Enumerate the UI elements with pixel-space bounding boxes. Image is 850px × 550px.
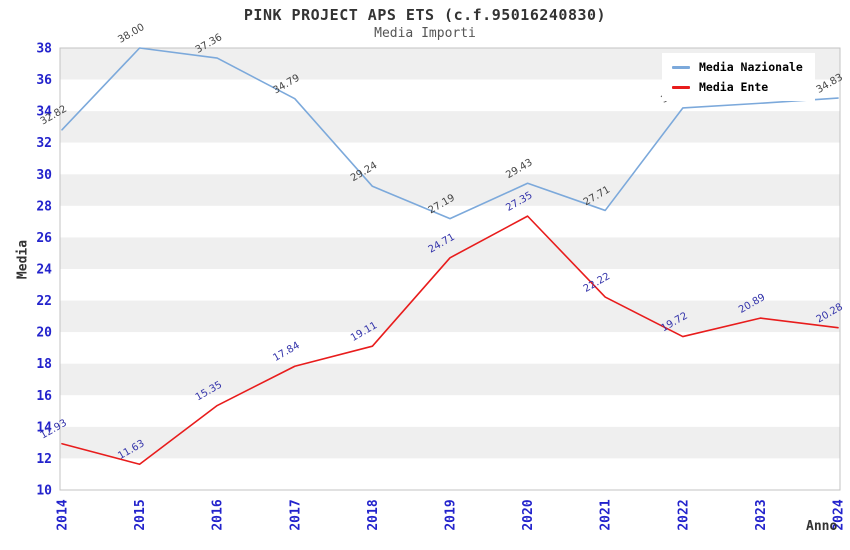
y-tick-label: 26 bbox=[36, 231, 52, 246]
plot-band bbox=[60, 174, 840, 206]
y-tick-label: 10 bbox=[36, 484, 52, 499]
y-tick-label: 20 bbox=[36, 326, 52, 341]
legend-swatch-icon bbox=[672, 85, 690, 89]
y-tick-label: 16 bbox=[36, 389, 52, 404]
plot-band bbox=[60, 458, 840, 490]
y-tick-label: 14 bbox=[36, 420, 52, 435]
plot-band bbox=[60, 111, 840, 143]
x-tick-label: 2020 bbox=[521, 499, 536, 530]
y-tick-label: 18 bbox=[36, 357, 52, 372]
legend-item-label: Media Nazionale bbox=[699, 60, 803, 74]
plot-band bbox=[60, 395, 840, 427]
x-tick-label: 2015 bbox=[133, 499, 148, 530]
legend-item: Media Nazionale bbox=[672, 60, 803, 74]
x-tick-label: 2023 bbox=[754, 499, 769, 530]
x-tick-label: 2022 bbox=[676, 499, 691, 530]
x-tick-label: 2016 bbox=[211, 499, 226, 530]
x-tick-label: 2024 bbox=[832, 499, 847, 530]
y-tick-label: 34 bbox=[36, 105, 52, 120]
x-tick-label: 2014 bbox=[56, 499, 71, 530]
y-tick-label: 36 bbox=[36, 73, 52, 88]
x-tick-label: 2021 bbox=[599, 499, 614, 530]
x-tick-label: 2017 bbox=[288, 499, 303, 530]
y-tick-label: 32 bbox=[36, 136, 52, 151]
legend-item-label: Media Ente bbox=[699, 80, 769, 94]
plot-band bbox=[60, 142, 840, 175]
plot-band bbox=[60, 300, 840, 333]
chart-subtitle: Media Importi bbox=[374, 26, 476, 41]
x-tick-label: 2018 bbox=[366, 499, 381, 530]
x-tick-label: 2019 bbox=[444, 499, 459, 530]
plot-band bbox=[60, 363, 840, 396]
y-tick-label: 22 bbox=[36, 294, 52, 309]
legend-item: Media Ente bbox=[672, 80, 803, 94]
plot-band bbox=[60, 332, 840, 364]
series-line-media-ente bbox=[61, 215, 839, 466]
chart-title: PINK PROJECT APS ETS (c.f.95016240830) bbox=[243, 6, 607, 24]
chart-legend: Media Nazionale Media Ente bbox=[662, 53, 815, 101]
plot-band bbox=[60, 237, 840, 269]
plot-band bbox=[60, 426, 840, 459]
y-tick-label: 28 bbox=[36, 199, 52, 214]
y-tick-label: 12 bbox=[36, 452, 52, 467]
y-axis-title: Media bbox=[15, 239, 31, 280]
y-tick-label: 38 bbox=[36, 42, 52, 57]
series-line-media-nazionale bbox=[61, 47, 839, 220]
legend-swatch-icon bbox=[672, 65, 690, 69]
x-axis-title: Anno bbox=[806, 519, 838, 534]
y-tick-label: 30 bbox=[36, 168, 52, 183]
y-tick-label: 24 bbox=[36, 263, 52, 278]
plot-border bbox=[59, 47, 841, 491]
plot-band bbox=[60, 269, 840, 301]
plot-band bbox=[60, 205, 840, 238]
